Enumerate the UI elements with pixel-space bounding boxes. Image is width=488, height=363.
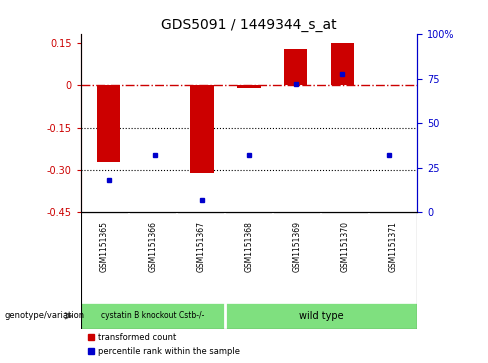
Text: GSM1151368: GSM1151368 — [244, 221, 253, 272]
Bar — [237, 85, 261, 88]
Bar — [81, 303, 225, 329]
Text: GSM1151370: GSM1151370 — [341, 221, 349, 272]
Text: wild type: wild type — [299, 311, 344, 321]
Text: GSM1151369: GSM1151369 — [292, 221, 302, 272]
Text: GSM1151366: GSM1151366 — [148, 221, 157, 272]
Bar — [331, 43, 354, 85]
Text: genotype/variation: genotype/variation — [5, 311, 85, 320]
Legend: transformed count, percentile rank within the sample: transformed count, percentile rank withi… — [85, 330, 244, 359]
Text: GSM1151371: GSM1151371 — [388, 221, 398, 272]
Bar — [97, 85, 120, 162]
Title: GDS5091 / 1449344_s_at: GDS5091 / 1449344_s_at — [161, 18, 337, 32]
Bar — [284, 49, 307, 85]
Bar — [225, 303, 417, 329]
Bar — [190, 85, 214, 173]
Text: GSM1151365: GSM1151365 — [100, 221, 109, 272]
Text: GSM1151367: GSM1151367 — [196, 221, 205, 272]
Text: cystatin B knockout Cstb-/-: cystatin B knockout Cstb-/- — [101, 311, 204, 320]
